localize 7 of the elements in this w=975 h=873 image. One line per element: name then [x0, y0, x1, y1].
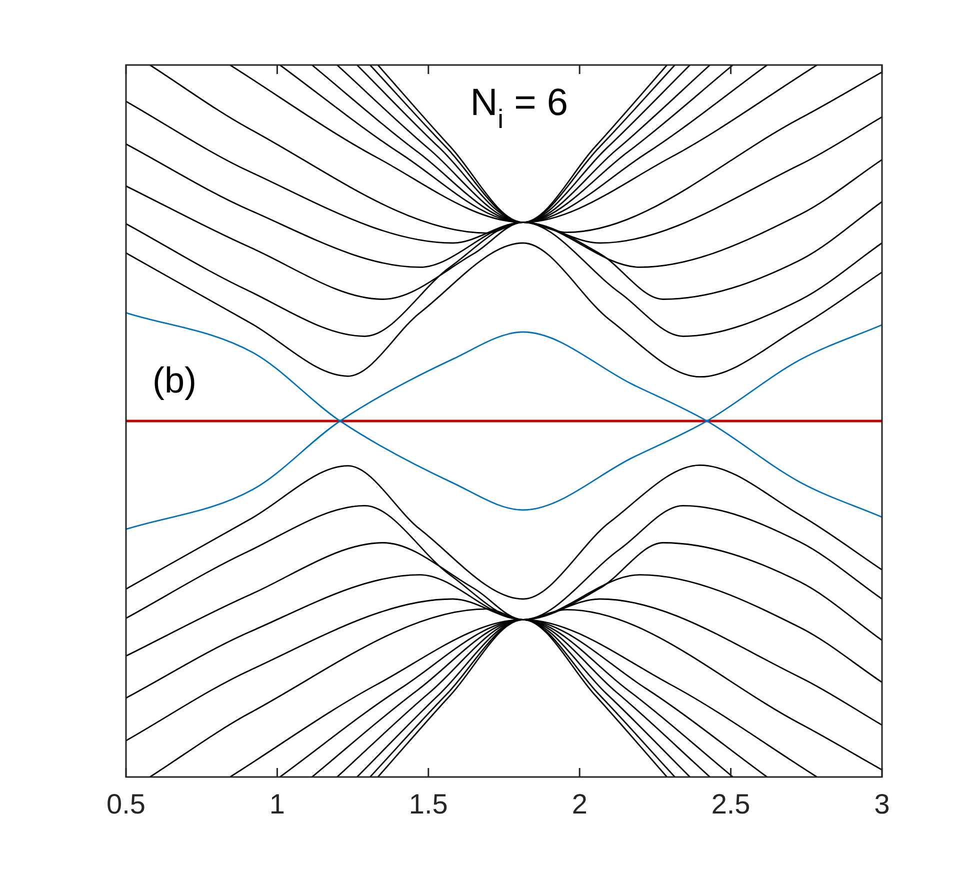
- x-tick-label: 1.5: [408, 788, 448, 820]
- x-tick-label: 1: [269, 788, 285, 820]
- x-tick-label: 0.5: [106, 788, 146, 820]
- x-tick-label: 2: [572, 788, 588, 820]
- annotation: (b): [152, 360, 196, 401]
- x-tick-label: 2.5: [711, 788, 750, 820]
- x-tick-label: 3: [874, 788, 890, 820]
